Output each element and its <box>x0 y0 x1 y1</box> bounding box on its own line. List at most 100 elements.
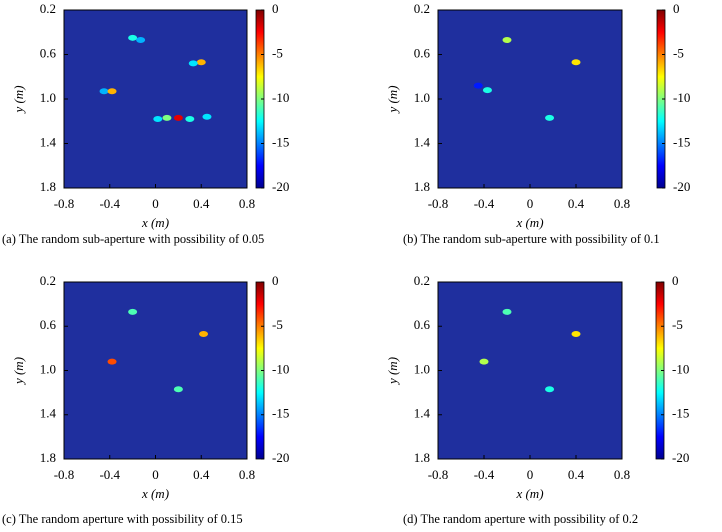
x-axis-label: x (m) <box>515 486 543 501</box>
x-tick-label: -0.8 <box>54 196 75 211</box>
target-spot <box>153 116 163 123</box>
colorbar-tick-label: -5 <box>673 45 684 60</box>
plot-background <box>438 282 622 459</box>
target-spot <box>188 60 198 67</box>
x-tick-label: 0 <box>152 467 159 482</box>
y-tick-label: 0.6 <box>414 45 431 60</box>
y-axis-label: y (m) <box>11 357 26 386</box>
caption: (b) The random sub-aperture with possibi… <box>403 232 660 246</box>
target-spot <box>99 88 109 95</box>
x-axis-label: x (m) <box>141 215 169 230</box>
target-spot <box>128 34 138 41</box>
x-tick-label: -0.4 <box>474 196 495 211</box>
target-spot <box>107 358 117 365</box>
x-tick-label: 0 <box>527 467 534 482</box>
y-tick-label: 1.0 <box>40 90 56 105</box>
y-tick-label: 0.2 <box>40 1 56 16</box>
y-tick-label: 0.6 <box>40 317 57 332</box>
target-spot <box>136 37 146 44</box>
colorbar-tick-label: 0 <box>672 273 679 288</box>
colorbar-tick-label: -10 <box>272 361 289 376</box>
target-spot <box>185 116 195 123</box>
caption: (d) The random aperture with possibility… <box>403 512 638 526</box>
target-spot <box>571 59 581 66</box>
target-spot <box>199 330 209 337</box>
x-tick-label: -0.8 <box>54 467 75 482</box>
y-tick-label: 0.6 <box>40 45 57 60</box>
y-axis-label: y (m) <box>11 85 26 114</box>
colorbar-tick-label: -5 <box>272 45 283 60</box>
x-axis-label: x (m) <box>141 486 169 501</box>
y-tick-label: 1.8 <box>40 179 56 194</box>
plot-background <box>438 10 622 188</box>
x-tick-label: 0 <box>152 196 159 211</box>
y-tick-label: 1.0 <box>40 361 56 376</box>
colorbar-tick-label: -20 <box>673 179 690 194</box>
colorbar-tick-label: -20 <box>672 450 689 465</box>
x-tick-label: -0.8 <box>428 196 449 211</box>
target-spot <box>162 114 172 121</box>
x-tick-label: 0.4 <box>568 196 585 211</box>
y-tick-label: 1.0 <box>414 90 430 105</box>
colorbar-tick-label: 0 <box>272 273 279 288</box>
target-spot <box>107 88 117 95</box>
x-tick-label: 0.4 <box>193 196 210 211</box>
colorbar-tick-label: -20 <box>272 450 289 465</box>
target-spot <box>545 114 555 121</box>
y-tick-label: 1.4 <box>40 406 57 421</box>
x-tick-label: -0.4 <box>474 467 495 482</box>
colorbar-tick-label: -5 <box>672 317 683 332</box>
colorbar-tick-label: -10 <box>672 361 689 376</box>
y-axis-label: y (m) <box>385 85 400 114</box>
y-axis-label: y (m) <box>385 357 400 386</box>
colorbar-tick-label: -15 <box>272 134 289 149</box>
y-tick-label: 1.8 <box>40 450 56 465</box>
target-spot <box>479 358 489 365</box>
y-tick-label: 0.2 <box>414 273 430 288</box>
y-tick-label: 1.4 <box>414 406 431 421</box>
y-tick-label: 1.8 <box>414 450 430 465</box>
caption: (a) The random sub-aperture with possibi… <box>2 232 264 246</box>
target-spot <box>173 386 183 393</box>
y-tick-label: 0.6 <box>414 317 431 332</box>
x-tick-label: 0.8 <box>239 196 255 211</box>
caption: (c) The random aperture with possibility… <box>2 512 243 526</box>
x-tick-label: 0.8 <box>239 467 255 482</box>
y-tick-label: 1.8 <box>414 179 430 194</box>
target-spot <box>571 330 581 337</box>
y-tick-label: 0.2 <box>414 1 430 16</box>
target-spot <box>545 386 555 393</box>
colorbar-tick-label: 0 <box>673 1 680 16</box>
colorbar-tick-label: -15 <box>673 134 690 149</box>
x-tick-label: 0.8 <box>614 196 630 211</box>
y-tick-label: 1.4 <box>40 134 57 149</box>
x-axis-label: x (m) <box>515 215 543 230</box>
x-tick-label: 0 <box>527 196 534 211</box>
colorbar-tick-label: -5 <box>272 317 283 332</box>
x-tick-label: -0.4 <box>99 196 120 211</box>
plot-background <box>64 282 247 459</box>
target-spot <box>173 114 183 121</box>
colorbar-tick-label: -10 <box>272 90 289 105</box>
colorbar-tick-label: -10 <box>673 90 690 105</box>
x-tick-label: 0.4 <box>193 467 210 482</box>
colorbar-tick-label: -15 <box>272 406 289 421</box>
colorbar-tick-label: -15 <box>672 406 689 421</box>
target-spot <box>502 37 512 44</box>
target-spot <box>202 113 212 120</box>
colorbar-tick-label: -20 <box>272 179 289 194</box>
y-tick-label: 1.0 <box>414 361 430 376</box>
x-tick-label: 0.8 <box>614 467 630 482</box>
plot-background <box>64 10 247 188</box>
x-tick-label: 0.4 <box>568 467 585 482</box>
target-spot <box>473 82 483 89</box>
y-tick-label: 0.2 <box>40 273 56 288</box>
y-tick-label: 1.4 <box>414 134 431 149</box>
target-spot <box>502 308 512 315</box>
x-tick-label: -0.4 <box>99 467 120 482</box>
target-spot <box>196 59 206 66</box>
target-spot <box>128 308 138 315</box>
target-spot <box>482 87 492 94</box>
x-tick-label: -0.8 <box>428 467 449 482</box>
